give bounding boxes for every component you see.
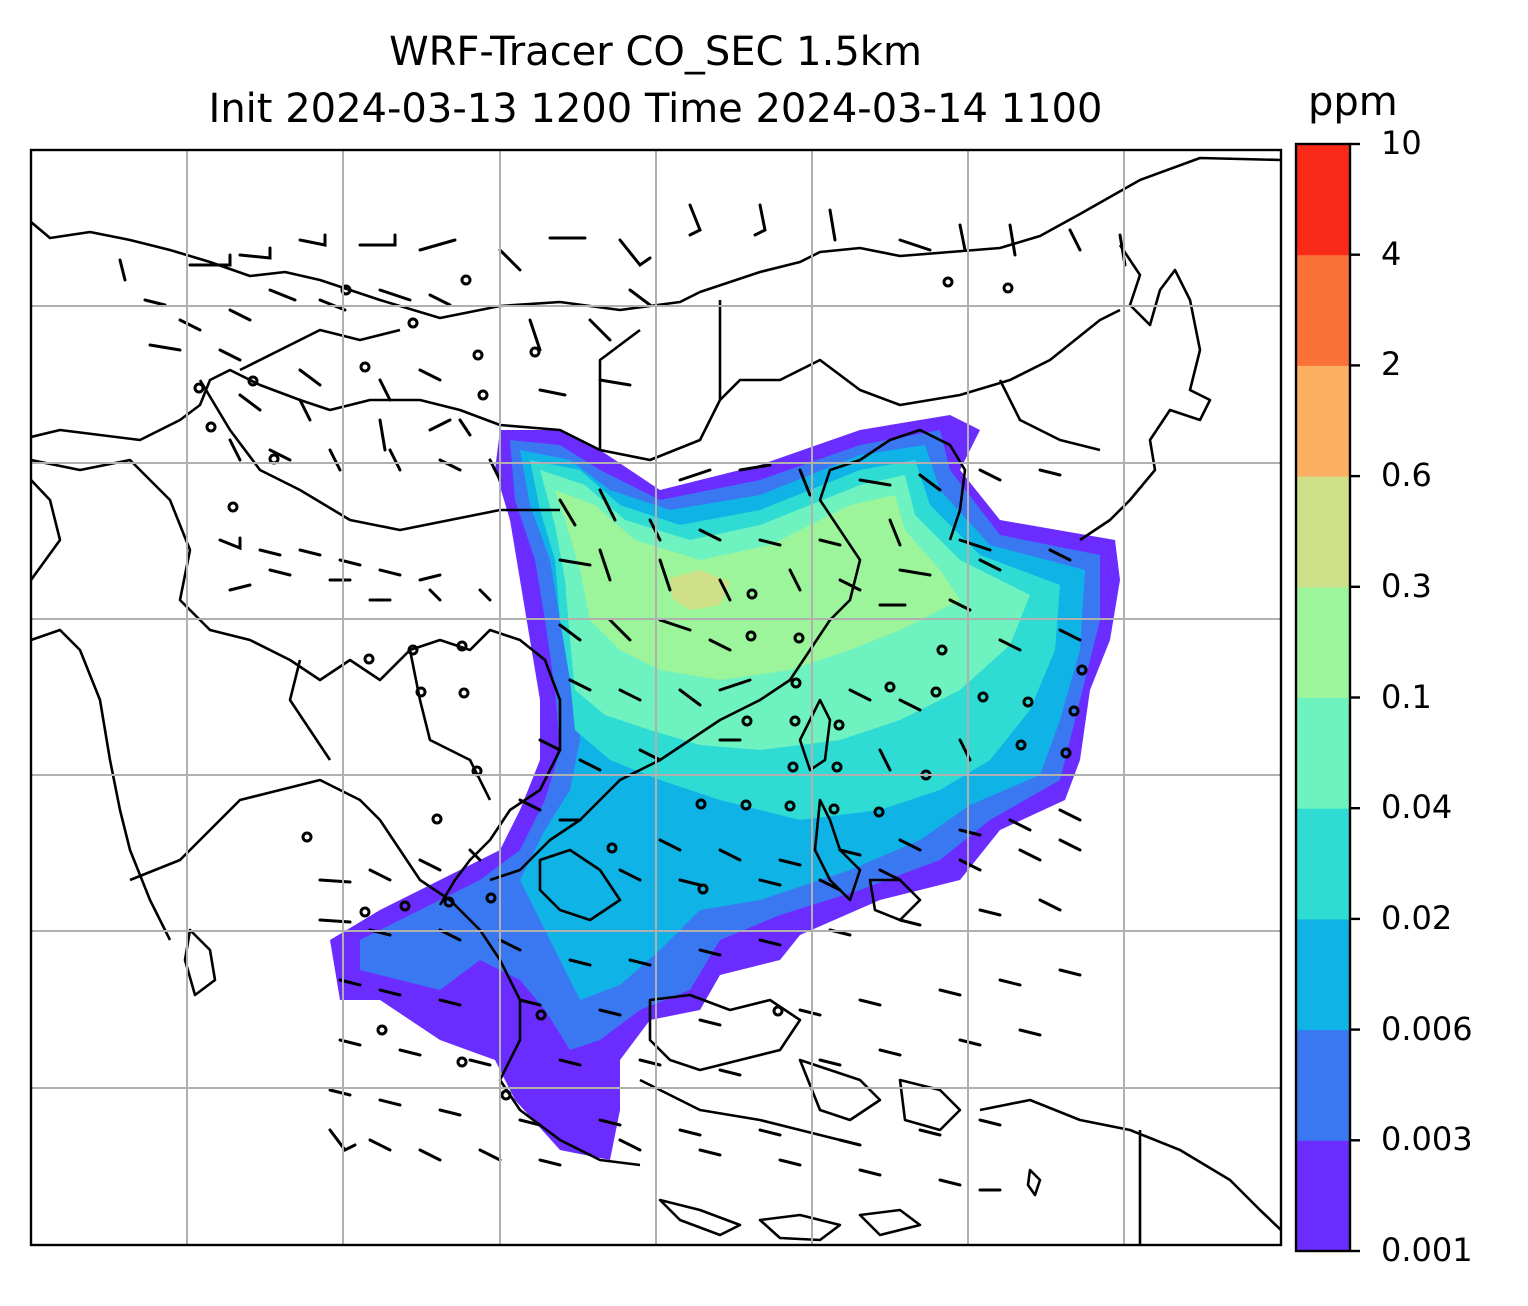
colorbar-bin	[1296, 1140, 1350, 1252]
colorbar-unit-label: ppm	[1308, 79, 1398, 125]
field-0.3	[670, 570, 730, 610]
tracer-concentration-field	[330, 415, 1120, 1160]
colorbar-bin	[1296, 808, 1350, 920]
colorbar-tick-label: 0.6	[1381, 456, 1432, 495]
gridlines	[31, 150, 1281, 1245]
wind-barbs	[118, 203, 1127, 1192]
colorbar-tick-label: 0.1	[1381, 677, 1432, 716]
colorbar-bin	[1296, 144, 1350, 256]
colorbar-bin	[1296, 476, 1350, 588]
colorbar-tick-label: 0.006	[1381, 1009, 1473, 1048]
colorbar-bin	[1296, 1029, 1350, 1141]
colorbar-tick-label: 2	[1381, 345, 1402, 384]
colorbar-tick-label: 10	[1381, 124, 1422, 162]
plot-title-line-1: WRF-Tracer CO_SEC 1.5km	[389, 29, 922, 75]
map-panel	[31, 150, 1281, 1245]
colorbar-bin	[1296, 254, 1350, 366]
colorbar-tick-label: 0.001	[1381, 1231, 1473, 1269]
colorbar-tick-label: 0.003	[1381, 1120, 1473, 1159]
coastlines-and-borders	[31, 156, 1281, 1245]
colorbar-bin	[1296, 697, 1350, 809]
colorbar-bin	[1296, 586, 1350, 698]
colorbar-bin	[1296, 365, 1350, 477]
plot-title-line-2: Init 2024-03-13 1200 Time 2024-03-14 110…	[208, 86, 1103, 132]
colorbar-tick-label: 0.3	[1381, 566, 1432, 605]
colorbar-tick-label: 0.04	[1381, 788, 1453, 827]
colorbar-bin	[1296, 918, 1350, 1031]
map-frame	[29, 148, 1283, 1247]
colorbar-tick-label: 4	[1381, 234, 1402, 273]
colorbar-tick-label: 0.02	[1381, 898, 1453, 937]
colorbar	[1294, 142, 1360, 1253]
